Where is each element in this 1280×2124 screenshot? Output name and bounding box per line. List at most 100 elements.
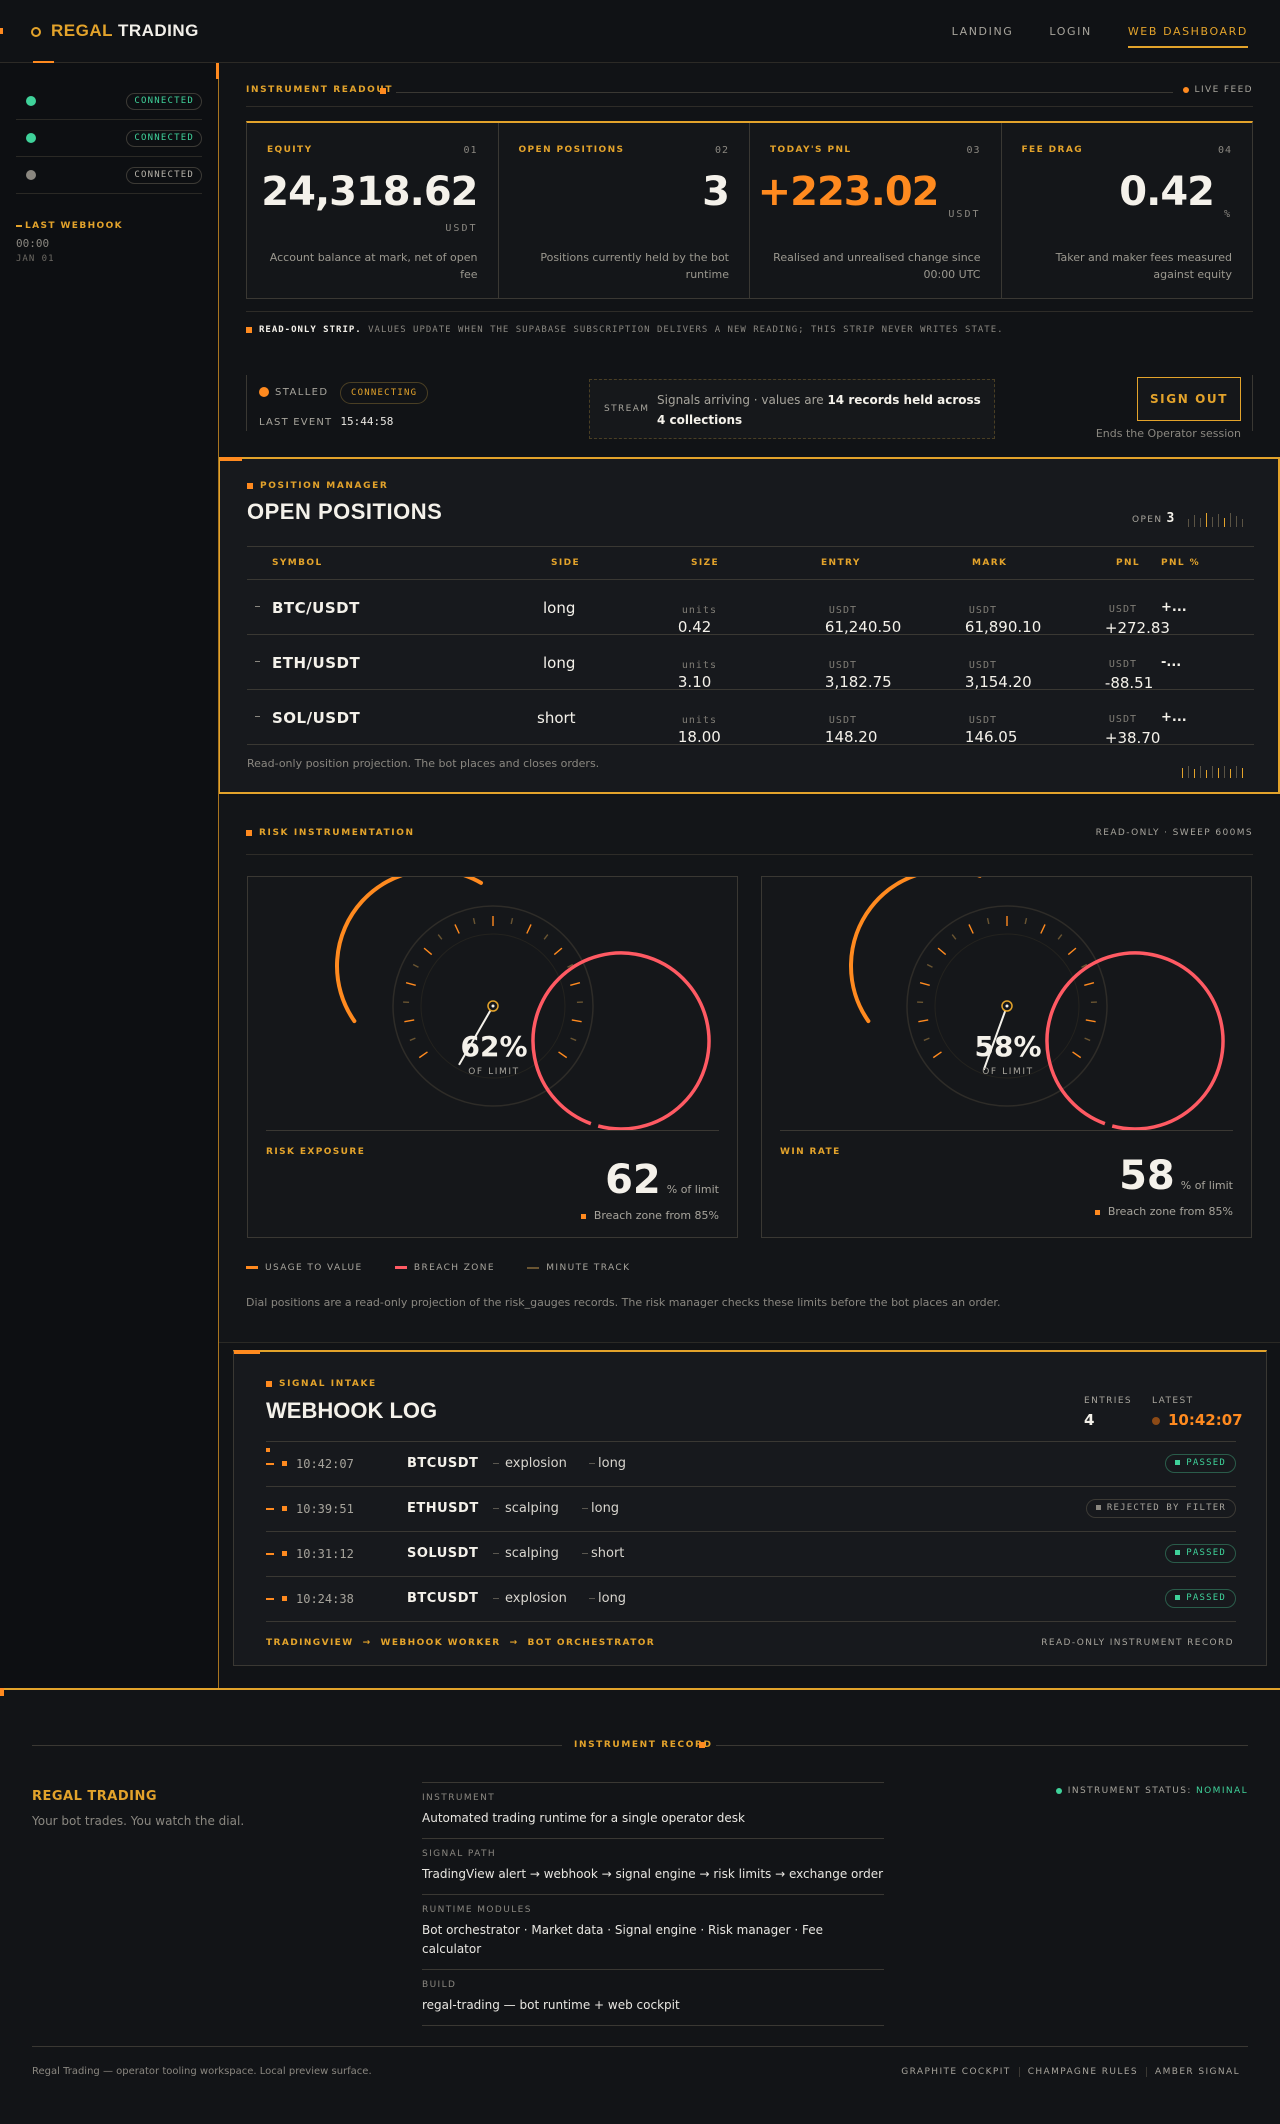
entries-label: ENTRIES [1084, 1396, 1133, 1406]
stream-panel: STREAM Signals arriving · values are 14 … [589, 379, 995, 439]
dial-tick [543, 934, 549, 940]
theme-champagne-rules[interactable]: CHAMPAGNE RULES [1018, 2067, 1147, 2077]
gauge-sub: OF LIMIT [468, 1067, 520, 1077]
nav-link-login[interactable]: LOGIN [1049, 25, 1092, 38]
dial-tick [418, 1051, 428, 1059]
webhook-tag: SIGNAL INTAKE [266, 1379, 377, 1389]
table-header: SYMBOL SIDE SIZE ENTRY MARK PNL PNL % [247, 546, 1254, 580]
list-item[interactable]: 10:31:12 SOLUSDT scalping short PASSED [266, 1532, 1236, 1577]
pnl-pct: -... [1161, 655, 1182, 670]
divider [396, 92, 1173, 93]
dial-tick [412, 963, 419, 968]
webhook-strategy: scalping [505, 1501, 559, 1516]
col-symbol[interactable]: SYMBOL [272, 558, 323, 568]
col-size[interactable]: SIZE [691, 558, 720, 568]
pnl-pct: +... [1161, 710, 1187, 725]
footer-copy: Regal Trading — operator tooling workspa… [32, 2066, 372, 2077]
table-row[interactable]: SOL/USDT short 18.00 units 148.20 USDT 146… [247, 690, 1254, 747]
latest-time: 10:42:07 [1152, 1411, 1243, 1429]
positions-table: SYMBOL SIDE SIZE ENTRY MARK PNL PNL % BT… [247, 546, 1254, 747]
positions-panel: POSITION MANAGER OPEN POSITIONS OPEN 3 SY… [219, 457, 1280, 794]
dial-tick [1081, 963, 1088, 968]
gauge-card-win-rate: 58% OF LIMIT WIN RATE 58% of limit Breac… [761, 876, 1252, 1238]
col-entry[interactable]: ENTRY [821, 558, 861, 568]
metric-label: OPEN POSITIONS [518, 145, 625, 155]
dial-tick [510, 917, 514, 925]
table-row[interactable]: BTC/USDT long 0.42 units 61,240.50 USDT 61… [247, 580, 1254, 637]
dial-tick [423, 947, 433, 956]
webhook-symbol: SOLUSDT [407, 1546, 479, 1561]
mark: 61,890.10 USDT [964, 605, 1042, 636]
legend-usage: USAGE TO VALUE [246, 1263, 377, 1273]
live-feed-indicator: LIVE FEED [1182, 85, 1253, 95]
theme-amber-signal[interactable]: AMBER SIGNAL [1146, 2067, 1248, 2077]
metric-value: +223.02 [757, 169, 940, 215]
col-side[interactable]: SIDE [551, 558, 581, 568]
webhook-symbol: BTCUSDT [407, 1456, 479, 1471]
status-badge: REJECTED BY FILTER [1085, 1499, 1236, 1518]
positions-footnote: Read-only position projection. The bot p… [247, 757, 600, 770]
gauge-percent: 58% [974, 1030, 1042, 1063]
instrument-record-label: INSTRUMENT RECORD [574, 1740, 713, 1750]
dial-tick [1040, 924, 1046, 934]
status-badge: PASSED [1165, 1544, 1236, 1563]
nav-link-web-dashboard[interactable]: WEB DASHBOARD [1127, 25, 1248, 48]
col-pnl-pct[interactable]: PNL % [1161, 558, 1201, 568]
last-webhook-date: JAN 01 [16, 254, 55, 264]
readout-header: INSTRUMENT READOUT LIVE FEED [246, 85, 1253, 99]
metric-index: 02 [714, 145, 729, 156]
list-item[interactable]: 10:24:38 BTCUSDT explosion long PASSED [266, 1577, 1236, 1622]
size: 18.00 units [677, 715, 721, 746]
side: long [543, 599, 576, 617]
webhook-title: WEBHOOK LOG [266, 1398, 438, 1423]
dial-tick [926, 963, 933, 968]
theme-graphite-cockpit[interactable]: GRAPHITE COCKPIT [901, 2067, 1011, 2077]
sidebar-tick [216, 63, 219, 79]
dial-needle [458, 1005, 494, 1066]
metric-label: TODAY'S PNL [770, 145, 852, 155]
dial-tick [923, 1037, 930, 1042]
metric-value: 0.42 [1119, 169, 1215, 215]
entry: 3,182.75 USDT [824, 660, 892, 691]
col-pnl[interactable]: PNL [1116, 558, 1141, 568]
risk-tag: RISK INSTRUMENTATION [246, 828, 415, 838]
col-mark[interactable]: MARK [972, 558, 1008, 568]
nav-link-landing[interactable]: LANDING [951, 25, 1014, 38]
status-badge: CONNECTED [126, 167, 202, 184]
gauge-card-risk-exposure: 62% OF LIMIT RISK EXPOSURE 62% of limit … [247, 876, 738, 1238]
table-row[interactable]: ETH/USDT long 3.10 units 3,182.75 USDT 3,1… [247, 635, 1254, 692]
dial-tick [567, 963, 574, 968]
entry: 148.20 USDT [824, 715, 878, 746]
inner-ring [420, 933, 566, 1079]
metrics-strip: EQUITY 01 24,318.62 USDT Account balance… [246, 121, 1253, 299]
webhook-time: 10:31:12 [296, 1547, 354, 1561]
last-event: LAST EVENT 15:44:58 [259, 415, 394, 428]
theme-switcher: GRAPHITE COCKPIT CHAMPAGNE RULES AMBER SIG… [893, 2067, 1248, 2077]
metric-label: EQUITY [267, 145, 313, 155]
webhook-side: short [591, 1546, 625, 1561]
footer-tagline: Your bot trades. You watch the dial. [32, 1814, 245, 1828]
list-item[interactable]: 10:42:07 BTCUSDT explosion long PASSED [266, 1442, 1236, 1487]
metric-value: 3 [702, 169, 730, 215]
metric-open-positions: OPEN POSITIONS 02 3 Positions currently … [498, 123, 750, 298]
metric-todays-pnl: TODAY'S PNL 03 +223.02 USDT Realised and… [750, 123, 1002, 298]
connection-status-row: STALLED CONNECTING LAST EVENT 15:44:58 ST… [246, 375, 1253, 440]
brand-wordmark[interactable]: REGAL TRADING [51, 21, 199, 41]
info-build: BUILD regal-trading — bot runtime + web c… [422, 1969, 884, 2026]
list-item[interactable]: 10:39:51 ETHUSDT scalping long REJECTED … [266, 1487, 1236, 1532]
status-badge: CONNECTED [126, 130, 202, 147]
dial-tick [1067, 947, 1077, 956]
size: 0.42 units [677, 605, 717, 636]
dial-tick [986, 917, 990, 925]
signal-path: TRADINGVIEW → WEBHOOK WORKER → BOT ORCHESTRA… [266, 1638, 656, 1648]
dial-tick [1085, 1019, 1096, 1023]
gauge-label: WIN RATE [780, 1147, 841, 1157]
risk-note: Dial positions are a read-only projectio… [246, 1296, 1001, 1309]
pnl: -88.51 USDT [1104, 659, 1154, 692]
brand-tick [0, 28, 3, 34]
connecting-badge: CONNECTING [340, 382, 429, 404]
sign-out-button[interactable]: SIGN OUT [1137, 377, 1241, 421]
risk-readonly-note: READ-ONLY · SWEEP 600MS [1095, 828, 1253, 838]
webhook-side: long [598, 1591, 627, 1606]
last-webhook-time: 00:00 [16, 237, 50, 250]
